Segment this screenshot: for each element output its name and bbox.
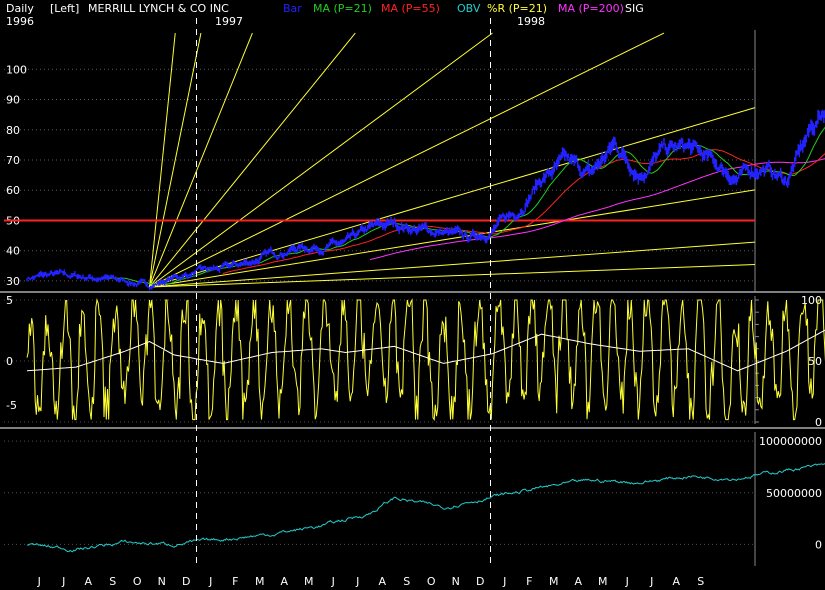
legend-item-bar: Bar bbox=[283, 2, 302, 15]
price-tick-label: 100 bbox=[6, 63, 27, 76]
legend: Bar MA (P=21) MA (P=55) OBV %R (P=21) MA (P=2… bbox=[283, 2, 644, 15]
gann-line bbox=[149, 32, 665, 288]
gann-line bbox=[149, 32, 356, 288]
month-label: M bbox=[598, 575, 608, 588]
price-tick-label: 80 bbox=[6, 124, 20, 137]
gann-line bbox=[149, 32, 176, 288]
month-label: O bbox=[427, 575, 436, 588]
gann-line bbox=[149, 264, 756, 288]
legend-item-obv: OBV bbox=[457, 2, 481, 15]
wr-left-tick-label: -5 bbox=[6, 399, 17, 412]
month-label: A bbox=[280, 575, 288, 588]
month-label: M bbox=[304, 575, 314, 588]
month-label: J bbox=[208, 575, 212, 588]
month-label: N bbox=[452, 575, 460, 588]
month-label: J bbox=[355, 575, 359, 588]
gann-line bbox=[149, 32, 202, 288]
month-label: J bbox=[649, 575, 653, 588]
wr-left-tick-label: 5 bbox=[6, 294, 13, 307]
period-label: Daily bbox=[6, 2, 34, 15]
ma-55-line bbox=[222, 149, 825, 274]
wr-right-tick-label: 0 bbox=[815, 416, 822, 429]
obv-tick-label: 100000000 bbox=[759, 435, 822, 448]
price-bar-series bbox=[26, 109, 825, 291]
month-label: A bbox=[574, 575, 582, 588]
month-label: S bbox=[697, 575, 704, 588]
month-label: O bbox=[133, 575, 142, 588]
month-label: D bbox=[182, 575, 190, 588]
price-tick-label: 40 bbox=[6, 245, 20, 258]
obv-tick-label: 0 bbox=[815, 538, 822, 551]
price-tick-label: 90 bbox=[6, 94, 20, 107]
year-label-1996: 1996 bbox=[6, 15, 34, 28]
month-label: N bbox=[158, 575, 166, 588]
price-bars bbox=[26, 109, 825, 291]
gann-fan-lines bbox=[149, 32, 756, 288]
month-label: J bbox=[61, 575, 65, 588]
month-label: D bbox=[476, 575, 484, 588]
month-label: S bbox=[109, 575, 116, 588]
legend-item-sig: SIG bbox=[625, 2, 644, 15]
obv-panel: 0 50000000 100000000 bbox=[4, 432, 825, 566]
gann-line bbox=[149, 32, 253, 288]
ma-200-line bbox=[369, 158, 825, 261]
month-label: J bbox=[331, 575, 335, 588]
wr-right-tick-label: 100 bbox=[801, 294, 822, 307]
legend-item-ma-p-21: MA (P=21) bbox=[313, 2, 372, 15]
gann-line bbox=[149, 189, 756, 288]
obv-y-ticks: 0 50000000 100000000 bbox=[759, 435, 822, 551]
gann-line bbox=[149, 32, 493, 288]
price-tick-label: 30 bbox=[6, 275, 20, 288]
price-tick-label: 70 bbox=[6, 154, 20, 167]
month-label: F bbox=[232, 575, 238, 588]
security-name: MERRILL LYNCH & CO INC bbox=[88, 2, 229, 15]
price-tick-label: 60 bbox=[6, 184, 20, 197]
legend-item-ma-p-200: MA (P=200) bbox=[558, 2, 624, 15]
month-label: F bbox=[526, 575, 532, 588]
month-label: A bbox=[378, 575, 386, 588]
month-label: S bbox=[403, 575, 410, 588]
month-label: J bbox=[502, 575, 506, 588]
scale-side-label: [Left] bbox=[50, 2, 79, 15]
obv-gridlines bbox=[4, 440, 755, 545]
obv-tick-label: 50000000 bbox=[766, 487, 822, 500]
gann-line bbox=[149, 107, 756, 288]
wr-right-tick-label: 50 bbox=[808, 355, 822, 368]
signal-line bbox=[26, 329, 825, 372]
legend-item--r-p-21: %R (P=21) bbox=[487, 2, 547, 15]
year-dividers bbox=[196, 18, 491, 566]
wr-left-tick-label: 0 bbox=[6, 355, 13, 368]
legend-item-ma-p-55: MA (P=55) bbox=[381, 2, 440, 15]
williams-r-line bbox=[26, 298, 825, 422]
month-label: A bbox=[672, 575, 680, 588]
month-label: A bbox=[84, 575, 92, 588]
month-label: J bbox=[37, 575, 41, 588]
obv-line bbox=[26, 463, 825, 553]
year-label-1997: 1997 bbox=[215, 15, 243, 28]
year-label-1998: 1998 bbox=[517, 15, 545, 28]
gann-line bbox=[149, 241, 756, 288]
month-label: J bbox=[625, 575, 629, 588]
month-label: M bbox=[549, 575, 559, 588]
month-label: M bbox=[255, 575, 265, 588]
